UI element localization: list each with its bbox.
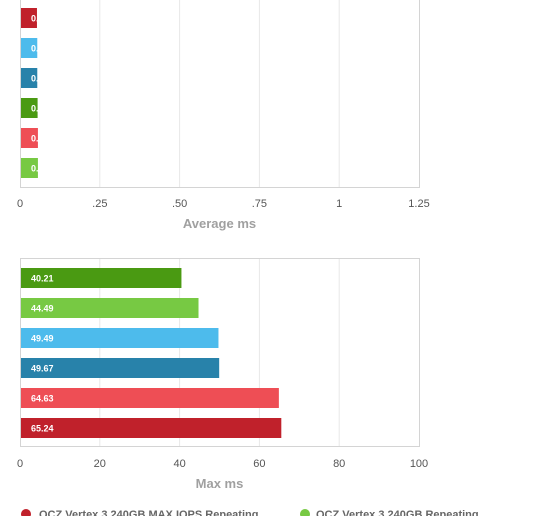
bar-value-label: 49.49 [31, 334, 54, 344]
bar-value-label: 44.49 [31, 304, 54, 314]
bar [21, 8, 37, 28]
bar-value-label: 0.053 [31, 164, 54, 174]
bar-value-label: 0.051 [31, 44, 54, 54]
bar [21, 268, 182, 288]
bar [21, 328, 219, 348]
legend-swatch [300, 509, 310, 519]
x-axis-title: Max ms [196, 476, 244, 491]
plot-area [20, 258, 420, 447]
bar [21, 128, 38, 148]
bar [21, 38, 38, 58]
x-tick-label: 100 [410, 458, 428, 470]
x-tick-label: 40 [173, 458, 185, 470]
average-ms-chart: 0.050 0.051 0.051 0.052 0.053 0.053 0 .25 .50 .75… [17, 0, 430, 231]
bar-value-label: 49.67 [31, 364, 54, 374]
bar-value-label: 0.051 [31, 74, 54, 84]
bar-value-label: 0.050 [31, 14, 54, 24]
bar-value-label: 40.21 [31, 274, 54, 284]
plot-area [20, 0, 420, 188]
x-tick-label: .25 [92, 198, 107, 210]
bar [21, 418, 282, 438]
bar-value-label: 64.63 [31, 394, 54, 404]
bar [21, 98, 38, 118]
x-tick-label: 1.25 [408, 198, 429, 210]
legend-label: OCZ Vertex 3 240GB Repeating [316, 509, 479, 516]
legend-label: OCZ Vertex 3 240GB MAX IOPS Repeating [39, 509, 258, 516]
bar [21, 388, 279, 408]
bar-value-label: 0.053 [31, 134, 54, 144]
x-axis-title: Average ms [183, 216, 256, 231]
x-tick-label: 0 [17, 458, 23, 470]
bar-value-label: 65.24 [31, 424, 54, 434]
bar [21, 158, 38, 178]
legend-swatch [21, 509, 31, 519]
x-tick-label: .75 [252, 198, 267, 210]
x-tick-label: 0 [17, 198, 23, 210]
max-ms-chart: 40.21 44.49 49.49 49.67 64.63 65.24 0 20 40 60 80 1… [17, 258, 428, 491]
x-tick-label: 1 [336, 198, 342, 210]
x-tick-label: .50 [172, 198, 187, 210]
bar [21, 298, 199, 318]
x-tick-label: 20 [94, 458, 106, 470]
legend: OCZ Vertex 3 240GB MAX IOPS Repeating OCZ… [21, 509, 479, 521]
bar-value-label: 0.052 [31, 104, 54, 114]
x-tick-label: 80 [333, 458, 345, 470]
x-tick-label: 60 [253, 458, 265, 470]
bar [21, 358, 220, 378]
bar [21, 68, 38, 88]
